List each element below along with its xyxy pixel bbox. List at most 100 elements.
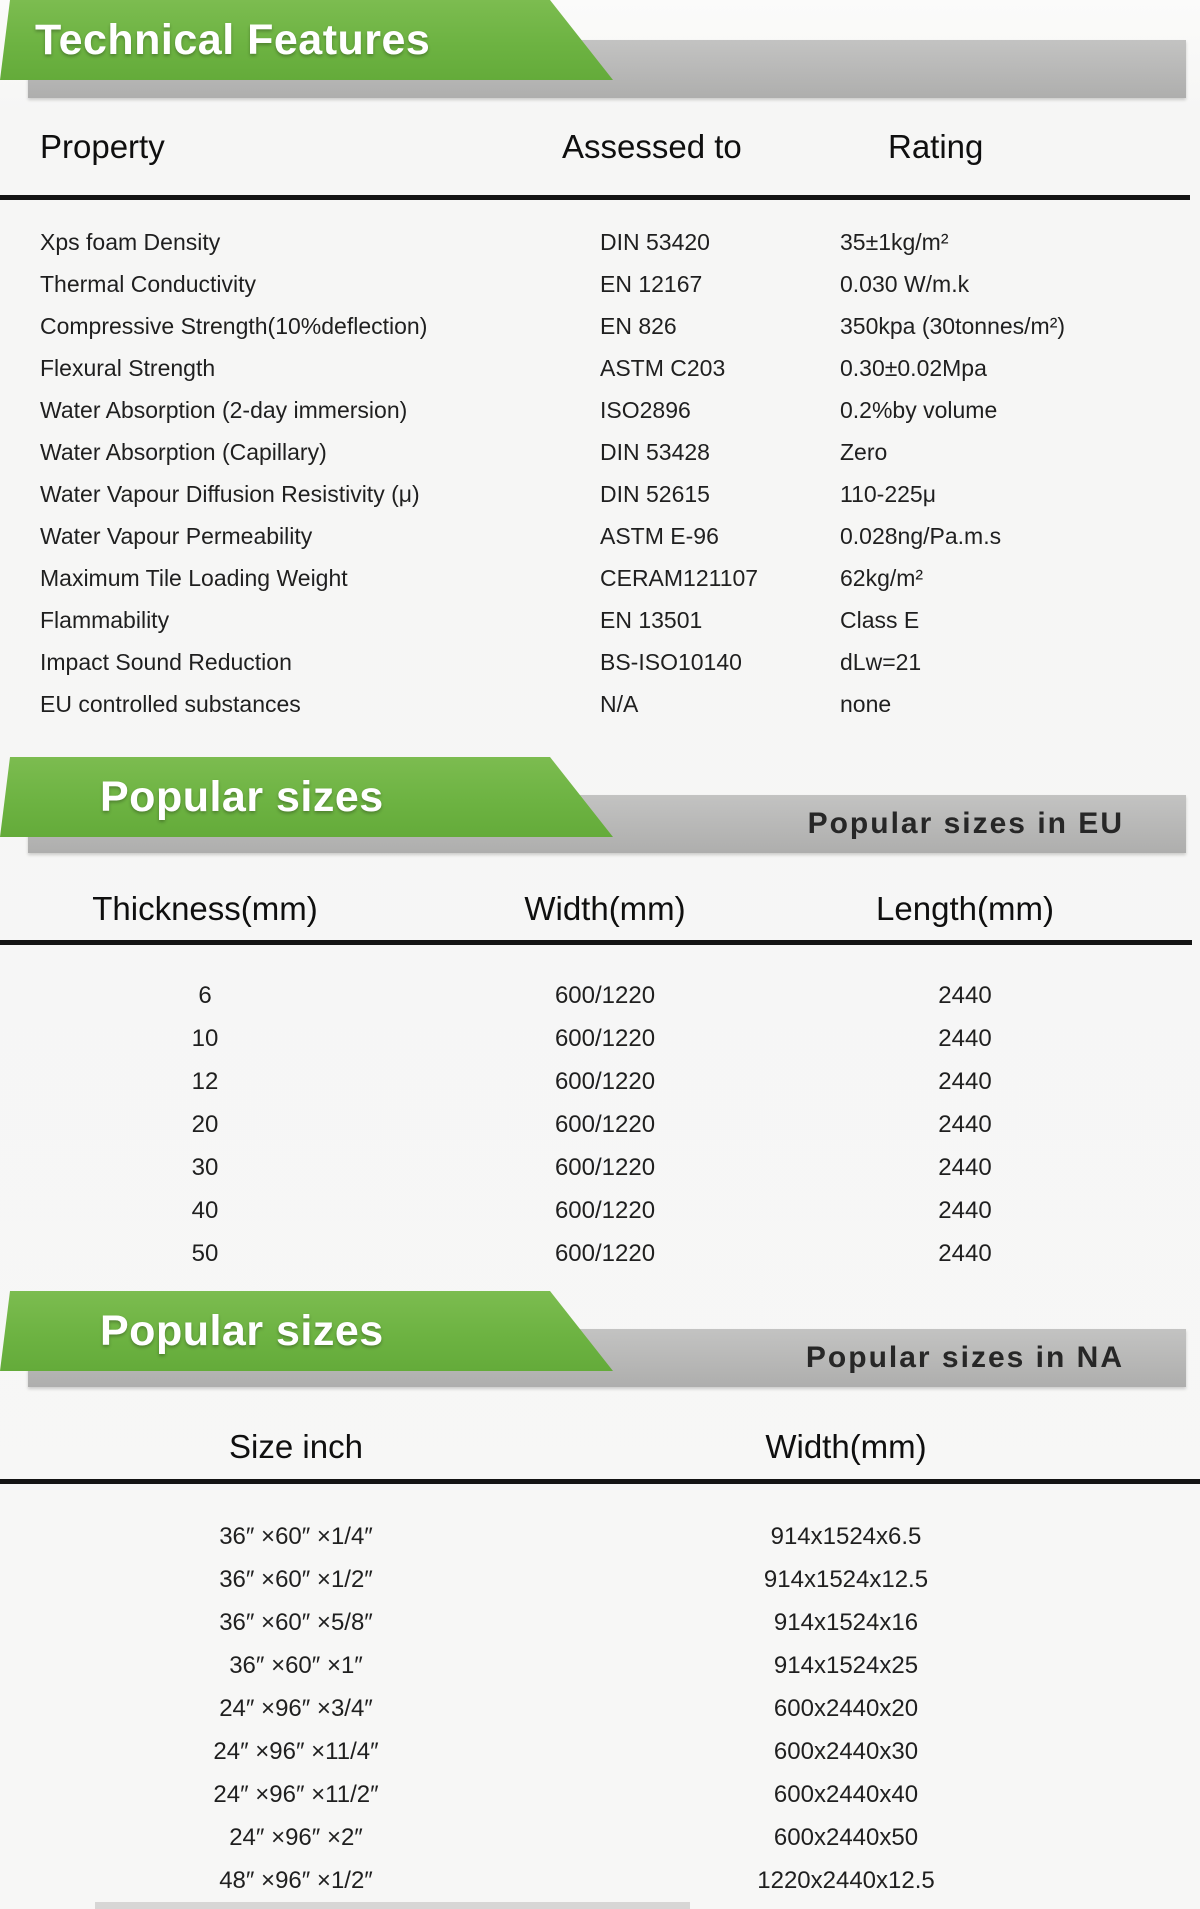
- header-rule: [0, 1479, 1200, 1484]
- width-cell: 600/1220: [554, 1240, 656, 1267]
- rating-cell: 110-225μ: [840, 481, 936, 507]
- table-row: Maximum Tile Loading Weight CERAM121107 …: [0, 557, 1200, 599]
- thickness-cell: 40: [191, 1197, 219, 1224]
- banner-technical-features: Technical Features: [0, 0, 1200, 100]
- size-inch-cell: 24″ ×96″ ×11/4″: [213, 1738, 379, 1765]
- bottom-crop-strip: [95, 1902, 690, 1909]
- table-row: Water Vapour Permeability ASTM E-96 0.02…: [0, 515, 1200, 557]
- width-cell: 1220x2440x12.5: [757, 1867, 935, 1894]
- rating-cell: 0.028ng/Pa.m.s: [840, 523, 1002, 549]
- table-row: 36″ ×60″ ×5/8″ 914x1524x16: [0, 1601, 1100, 1644]
- eu-table-header: Thickness(mm) Width(mm) Length(mm): [0, 890, 1200, 928]
- rating-cell: dLw=21: [840, 649, 922, 675]
- banner-green-ribbon: Popular sizes: [0, 757, 613, 837]
- rating-cell: Class E: [840, 607, 920, 633]
- assessed-cell: ISO2896: [600, 397, 691, 423]
- length-cell: 2440: [938, 1068, 992, 1095]
- table-row: 10 600/1220 2440: [0, 1017, 1200, 1060]
- property-cell: Xps foam Density: [40, 229, 221, 255]
- table-row: 6 600/1220 2440: [0, 974, 1200, 1017]
- table-row: Thermal Conductivity EN 12167 0.030 W/m.…: [0, 263, 1200, 305]
- header-rule: [0, 940, 1192, 945]
- thickness-cell: 6: [198, 982, 212, 1009]
- width-cell: 600x2440x30: [773, 1738, 919, 1765]
- table-row: 36″ ×60″ ×1/4″ 914x1524x6.5: [0, 1515, 1100, 1558]
- width-cell: 914x1524x16: [773, 1609, 919, 1636]
- assessed-cell: ASTM E-96: [600, 523, 719, 549]
- table-row: 24″ ×96″ ×11/4″ 600x2440x30: [0, 1730, 1100, 1773]
- thickness-cell: 12: [191, 1068, 219, 1095]
- table-row: 50 600/1220 2440: [0, 1232, 1200, 1275]
- size-inch-cell: 24″ ×96″ ×3/4″: [219, 1695, 373, 1722]
- table-row: Water Vapour Diffusion Resistivity (μ) D…: [0, 473, 1200, 515]
- length-cell: 2440: [938, 1197, 992, 1224]
- width-cell: 914x1524x25: [773, 1652, 919, 1679]
- length-cell: 2440: [938, 1111, 992, 1138]
- property-cell: Water Vapour Permeability: [40, 523, 313, 549]
- width-cell: 600/1220: [554, 1025, 656, 1052]
- size-inch-cell: 36″ ×60″ ×5/8″: [219, 1609, 373, 1636]
- rating-cell: 0.2%by volume: [840, 397, 998, 423]
- banner-side-label: Popular sizes in EU: [807, 807, 1124, 840]
- length-cell: 2440: [938, 1025, 992, 1052]
- rating-cell: 62kg/m²: [840, 565, 924, 591]
- table-row: Flammability EN 13501 Class E: [0, 599, 1200, 641]
- property-cell: Maximum Tile Loading Weight: [40, 565, 348, 591]
- thickness-cell: 10: [191, 1025, 219, 1052]
- assessed-cell: EN 12167: [600, 271, 703, 297]
- property-cell: Water Absorption (2-day immersion): [40, 397, 408, 423]
- assessed-cell: DIN 53420: [600, 229, 710, 255]
- table-row: EU controlled substances N/A none: [0, 683, 1200, 725]
- table-row: 40 600/1220 2440: [0, 1189, 1200, 1232]
- length-cell: 2440: [938, 982, 992, 1009]
- table-row: 20 600/1220 2440: [0, 1103, 1200, 1146]
- technical-table-body: Xps foam Density DIN 53420 35±1kg/m² The…: [0, 221, 1200, 725]
- size-inch-cell: 24″ ×96″ ×11/2″: [213, 1781, 379, 1808]
- assessed-cell: DIN 53428: [600, 439, 710, 465]
- property-cell: Water Vapour Diffusion Resistivity (μ): [40, 481, 420, 507]
- na-table-body: 36″ ×60″ ×1/4″ 914x1524x6.5 36″ ×60″ ×1/…: [0, 1515, 1100, 1902]
- rating-cell: 350kpa (30tonnes/m²): [840, 313, 1066, 339]
- column-header-width: Width(mm): [524, 890, 686, 927]
- table-row: Impact Sound Reduction BS-ISO10140 dLw=2…: [0, 641, 1200, 683]
- size-inch-cell: 24″ ×96″ ×2″: [229, 1824, 363, 1851]
- header-rule: [0, 195, 1190, 200]
- table-row: 24″ ×96″ ×3/4″ 600x2440x20: [0, 1687, 1100, 1730]
- column-header-property: Property: [40, 128, 165, 165]
- property-cell: Compressive Strength(10%deflection): [40, 313, 428, 339]
- table-row: 12 600/1220 2440: [0, 1060, 1200, 1103]
- banner-side-label: Popular sizes in NA: [805, 1341, 1124, 1374]
- table-row: 30 600/1220 2440: [0, 1146, 1200, 1189]
- thickness-cell: 20: [191, 1111, 219, 1138]
- width-cell: 600/1220: [554, 1111, 656, 1138]
- table-row: 48″ ×96″ ×1/2″ 1220x2440x12.5: [0, 1859, 1100, 1902]
- table-row: 36″ ×60″ ×1/2″ 914x1524x12.5: [0, 1558, 1100, 1601]
- assessed-cell: DIN 52615: [600, 481, 710, 507]
- banner-title: Popular sizes: [100, 1307, 384, 1355]
- column-header-width: Width(mm): [765, 1428, 927, 1465]
- rating-cell: none: [840, 691, 892, 717]
- property-cell: Flexural Strength: [40, 355, 216, 381]
- assessed-cell: N/A: [600, 691, 639, 717]
- table-row: 24″ ×96″ ×2″ 600x2440x50: [0, 1816, 1100, 1859]
- width-cell: 600/1220: [554, 982, 656, 1009]
- width-cell: 600/1220: [554, 1068, 656, 1095]
- rating-cell: 35±1kg/m²: [840, 229, 949, 255]
- length-cell: 2440: [938, 1240, 992, 1267]
- banner-title: Technical Features: [35, 16, 431, 64]
- table-row: Xps foam Density DIN 53420 35±1kg/m²: [0, 221, 1200, 263]
- width-cell: 600x2440x20: [773, 1695, 919, 1722]
- rating-cell: 0.30±0.02Mpa: [840, 355, 987, 381]
- length-cell: 2440: [938, 1154, 992, 1181]
- table-row: Water Absorption (2-day immersion) ISO28…: [0, 389, 1200, 431]
- thickness-cell: 50: [191, 1240, 219, 1267]
- property-cell: Water Absorption (Capillary): [40, 439, 327, 465]
- assessed-cell: EN 13501: [600, 607, 703, 633]
- banner-popular-sizes-na: Popular sizes in NA Popular sizes: [0, 1291, 1200, 1391]
- eu-table-body: 6 600/1220 2440 10 600/1220 2440 12 600/…: [0, 974, 1200, 1275]
- table-row: Flexural Strength ASTM C203 0.30±0.02Mpa: [0, 347, 1200, 389]
- banner-title: Popular sizes: [100, 773, 384, 821]
- column-header-size-inch: Size inch: [229, 1428, 363, 1465]
- property-cell: Flammability: [40, 607, 170, 633]
